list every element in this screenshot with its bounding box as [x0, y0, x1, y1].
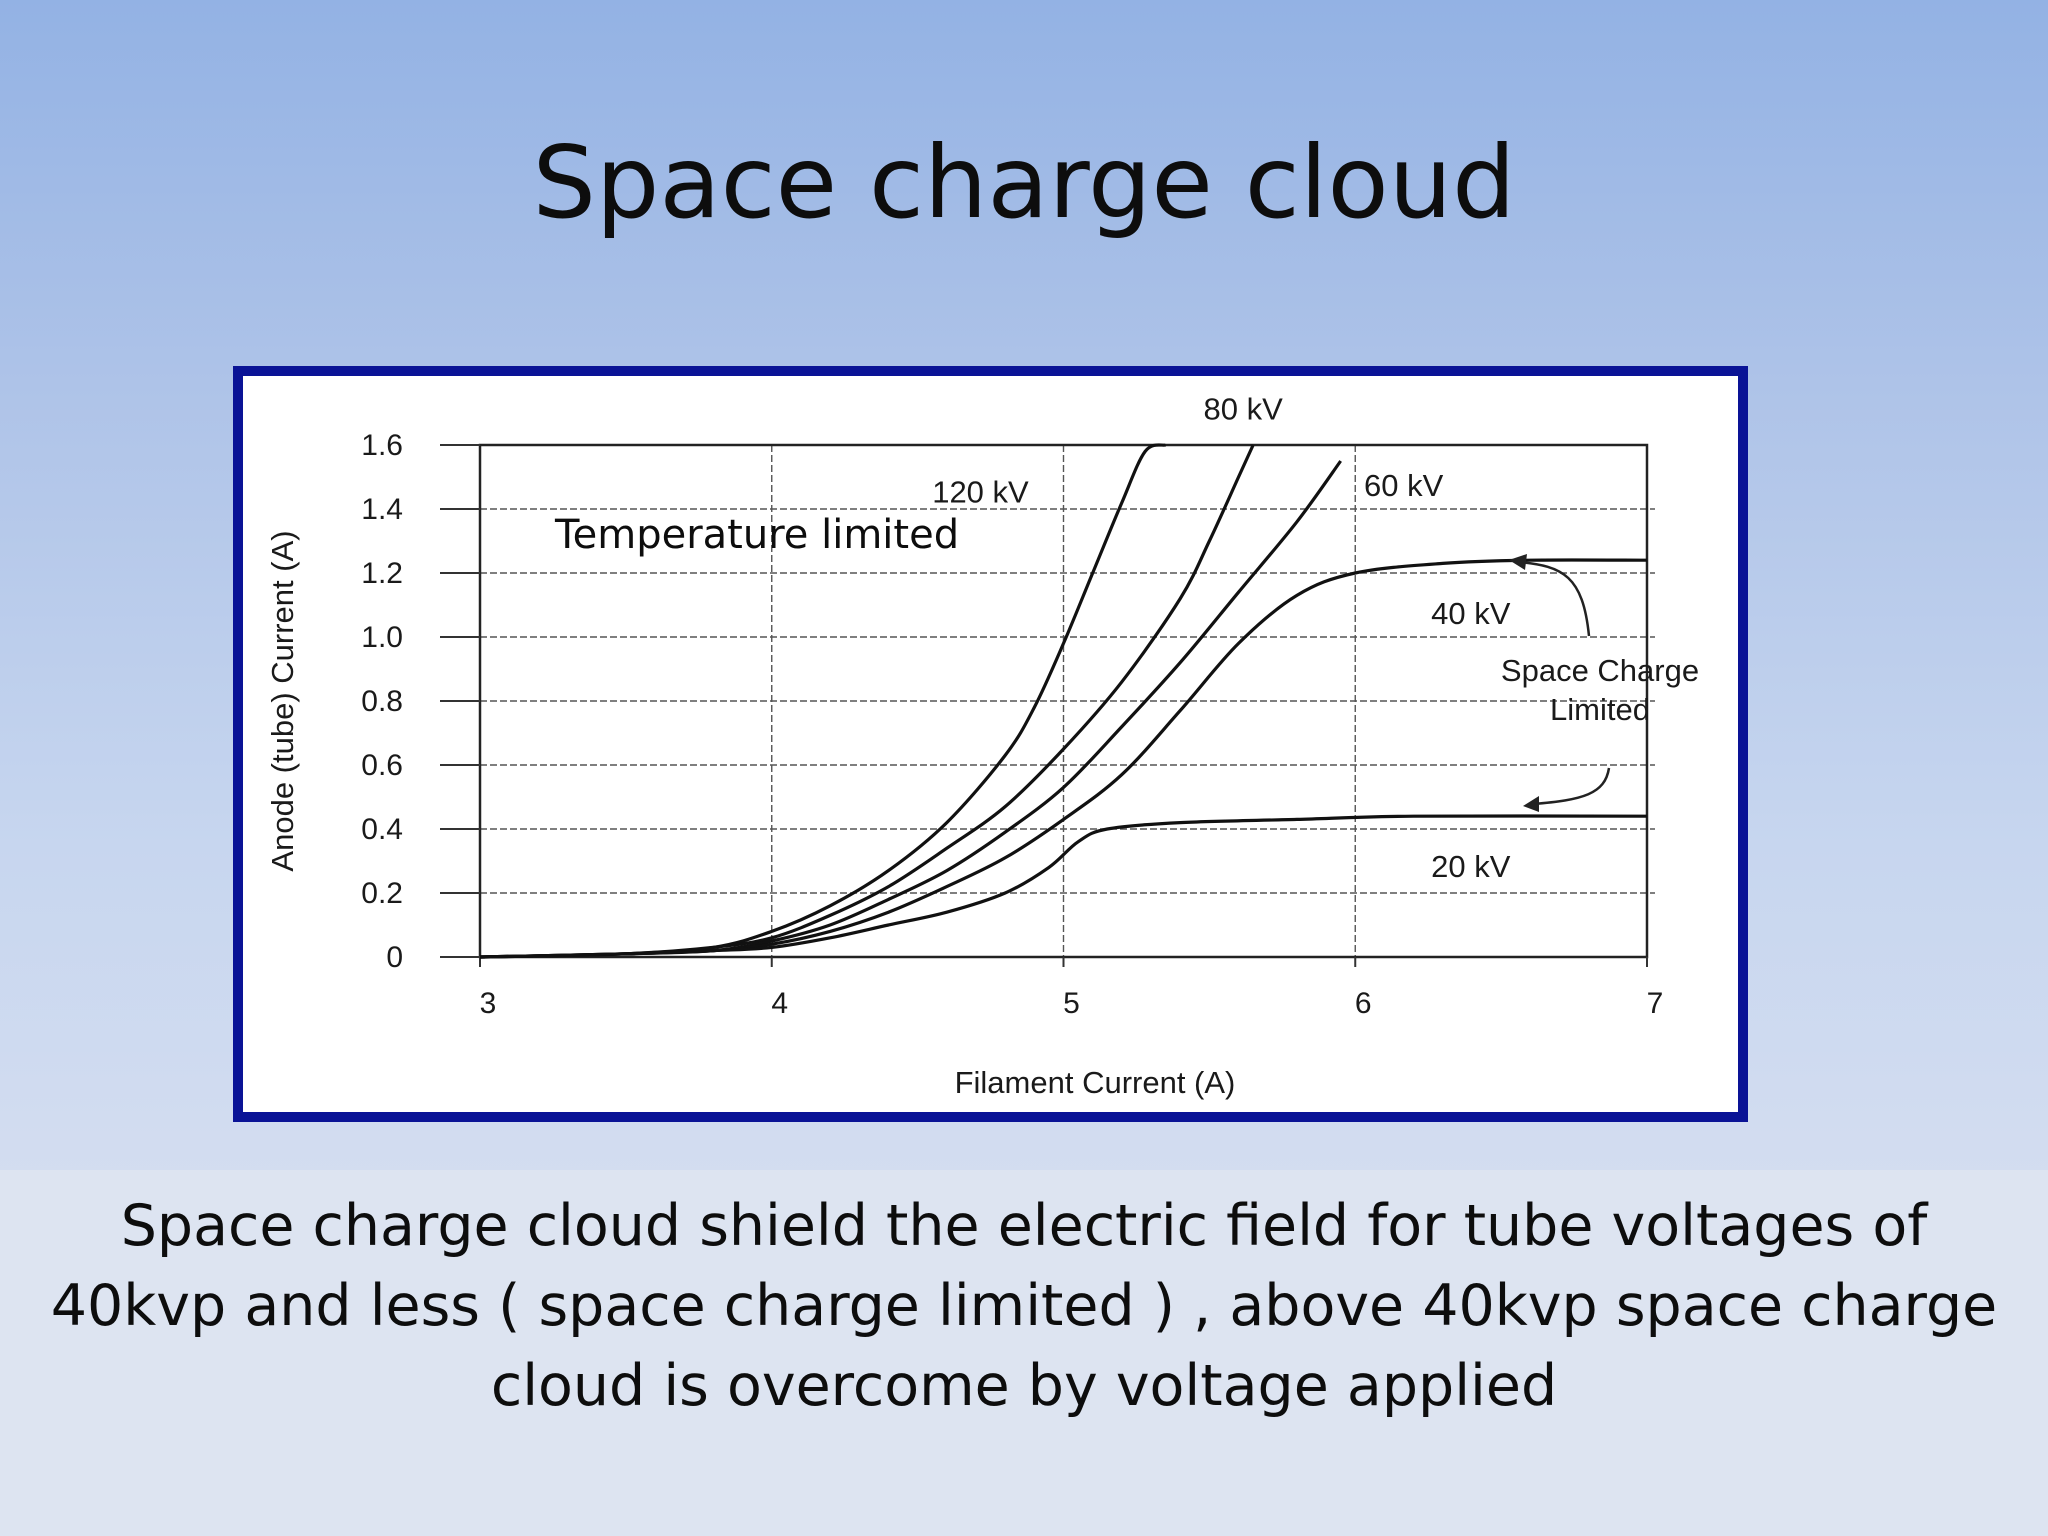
series-lines	[480, 443, 1647, 959]
y-tick-label: 1.4	[361, 493, 403, 526]
temperature-limited-annotation: Temperature limited	[554, 512, 959, 558]
arrow-head-40kv	[1509, 554, 1527, 570]
series-line-80-kv	[480, 444, 1255, 959]
anode-current-chart: 0 0.2 0.4 0.6 0.8 1.0 1.2 1.4 1.6 3 4 5 6 7 120 kV 80…	[265, 391, 1699, 1100]
x-tick-label: 5	[1063, 987, 1080, 1020]
y-tick-label: 0.2	[361, 877, 403, 910]
y-axis-label: Anode (tube) Current (A)	[265, 530, 300, 871]
x-axis-ticks: 3 4 5 6 7	[479, 957, 1664, 1020]
slide-caption: Space charge cloud shield the electric f…	[50, 1193, 1998, 1419]
series-label-60-kv: 60 kV	[1364, 468, 1444, 503]
series-line-20-kv	[480, 814, 1647, 959]
y-tick-label: 1.0	[361, 621, 403, 654]
space-charge-annotation-line1: Space Charge	[1501, 653, 1699, 688]
y-tick-label: 1.6	[361, 429, 403, 462]
y-tick-label: 0.8	[361, 685, 403, 718]
space-charge-annotation-line2: Limited	[1550, 692, 1650, 727]
x-tick-label: 4	[771, 987, 788, 1020]
x-tick-label: 6	[1355, 987, 1372, 1020]
caption-band	[0, 1170, 2048, 1536]
y-tick-label: 0.4	[361, 813, 403, 846]
series-label-20-kv: 20 kV	[1431, 849, 1511, 884]
x-tick-label: 7	[1647, 987, 1664, 1020]
y-axis-ticks: 0 0.2 0.4 0.6 0.8 1.0 1.2 1.4 1.6	[361, 429, 480, 974]
series-labels: 120 kV 80 kV 60 kV 40 kV 20 kV	[932, 391, 1510, 884]
y-tick-label: 1.2	[361, 557, 403, 590]
x-axis-label: Filament Current (A)	[955, 1065, 1236, 1100]
grid	[480, 445, 1655, 965]
series-label-120-kv: 120 kV	[932, 475, 1029, 510]
slide-title: Space charge cloud	[532, 124, 1516, 241]
arrow-head-20kv	[1523, 796, 1539, 812]
x-tick-label: 3	[480, 987, 497, 1020]
series-label-40-kv: 40 kV	[1431, 596, 1511, 631]
y-tick-label: 0	[386, 941, 403, 974]
arrow-to-20kv	[1532, 767, 1611, 806]
y-tick-label: 0.6	[361, 749, 403, 782]
chart-figure: 0 0.2 0.4 0.6 0.8 1.0 1.2 1.4 1.6 3 4 5 6 7 120 kV 80…	[233, 366, 1748, 1122]
arrow-to-40kv	[1518, 560, 1591, 637]
series-label-80-kv: 80 kV	[1204, 391, 1284, 426]
